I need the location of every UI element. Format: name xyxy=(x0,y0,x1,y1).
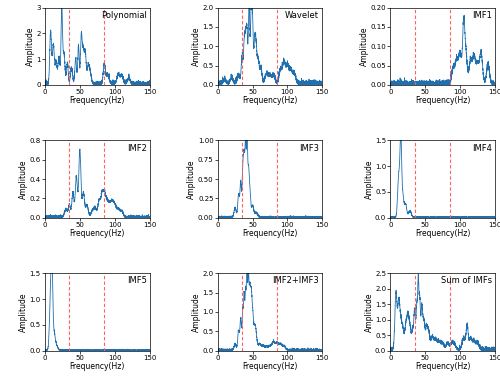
X-axis label: Frequency(Hz): Frequency(Hz) xyxy=(415,96,470,106)
Y-axis label: Amplitude: Amplitude xyxy=(360,27,369,66)
Text: Sum of IMFs: Sum of IMFs xyxy=(440,276,492,285)
X-axis label: Frequency(Hz): Frequency(Hz) xyxy=(242,229,298,238)
Y-axis label: Amplitude: Amplitude xyxy=(192,27,201,66)
X-axis label: Frequency(Hz): Frequency(Hz) xyxy=(415,362,470,371)
Y-axis label: Amplitude: Amplitude xyxy=(19,292,28,331)
Text: IMF3: IMF3 xyxy=(299,144,319,152)
Text: IMF4: IMF4 xyxy=(472,144,492,152)
Y-axis label: Amplitude: Amplitude xyxy=(192,292,201,331)
Text: Polynomial: Polynomial xyxy=(100,11,146,20)
Y-axis label: Amplitude: Amplitude xyxy=(364,159,374,199)
Text: Wavelet: Wavelet xyxy=(285,11,319,20)
Text: IMF5: IMF5 xyxy=(126,276,146,285)
X-axis label: Frequency(Hz): Frequency(Hz) xyxy=(242,362,298,371)
Y-axis label: Amplitude: Amplitude xyxy=(364,292,374,331)
Y-axis label: Amplitude: Amplitude xyxy=(26,27,35,66)
Text: IMF2: IMF2 xyxy=(126,144,146,152)
Y-axis label: Amplitude: Amplitude xyxy=(188,159,196,199)
Text: IMF1: IMF1 xyxy=(472,11,492,20)
Text: IMF2+IMF3: IMF2+IMF3 xyxy=(272,276,319,285)
X-axis label: Frequency(Hz): Frequency(Hz) xyxy=(415,229,470,238)
X-axis label: Frequency(Hz): Frequency(Hz) xyxy=(242,96,298,106)
X-axis label: Frequency(Hz): Frequency(Hz) xyxy=(70,362,125,371)
X-axis label: Frequency(Hz): Frequency(Hz) xyxy=(70,229,125,238)
X-axis label: Frequency(Hz): Frequency(Hz) xyxy=(70,96,125,106)
Y-axis label: Amplitude: Amplitude xyxy=(19,159,28,199)
